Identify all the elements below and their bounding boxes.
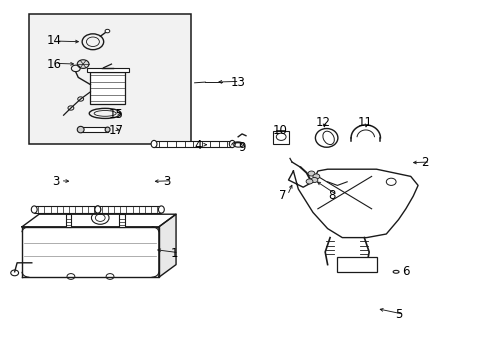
Text: 11: 11 [357, 116, 372, 129]
Text: 1: 1 [170, 247, 177, 260]
Text: 12: 12 [315, 116, 330, 129]
Circle shape [77, 60, 89, 68]
Text: 16: 16 [46, 58, 61, 71]
Ellipse shape [77, 126, 84, 133]
Bar [81, 127, 107, 132]
Ellipse shape [105, 127, 110, 132]
Text: 17: 17 [108, 124, 123, 137]
Text: 3: 3 [163, 175, 170, 188]
Text: 14: 14 [46, 34, 61, 47]
Text: 5: 5 [394, 309, 402, 321]
Bar [29, 14, 190, 144]
Ellipse shape [31, 206, 37, 213]
Ellipse shape [158, 206, 164, 213]
Polygon shape [159, 214, 176, 277]
Circle shape [312, 174, 319, 179]
Text: 7: 7 [278, 189, 285, 202]
Circle shape [310, 177, 317, 183]
Text: 9: 9 [238, 141, 245, 154]
Bar [98, 206, 161, 213]
Text: 6: 6 [401, 265, 408, 278]
Circle shape [105, 29, 110, 33]
Bar [34, 206, 98, 213]
Bar [154, 141, 232, 147]
Bar [86, 68, 128, 72]
Ellipse shape [229, 140, 235, 148]
Text: 8: 8 [328, 189, 335, 202]
Text: 2: 2 [421, 156, 428, 169]
Circle shape [305, 179, 312, 184]
Circle shape [307, 171, 314, 176]
Text: 4: 4 [194, 139, 202, 152]
Bar [273, 131, 288, 144]
Bar [90, 72, 124, 104]
Text: 3: 3 [52, 175, 59, 188]
Polygon shape [288, 169, 417, 238]
Bar [119, 214, 125, 227]
Polygon shape [22, 227, 159, 277]
Text: 15: 15 [108, 108, 123, 121]
Polygon shape [22, 214, 176, 227]
Text: 13: 13 [230, 76, 245, 89]
Bar [65, 214, 71, 227]
Text: 10: 10 [272, 124, 287, 137]
Ellipse shape [151, 140, 157, 148]
Ellipse shape [95, 206, 101, 213]
Ellipse shape [95, 206, 101, 213]
Bar [337, 257, 376, 272]
